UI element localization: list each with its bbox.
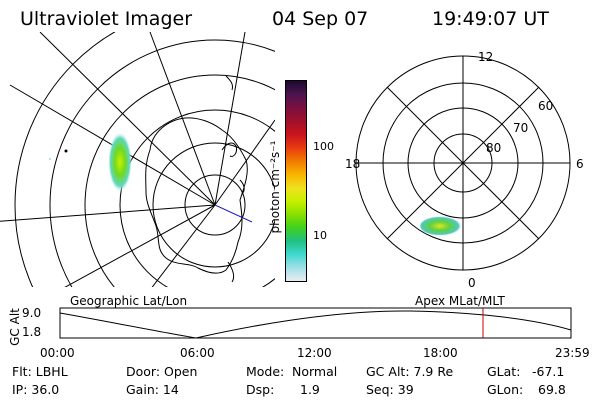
latitude-circle xyxy=(184,174,246,236)
alt-xtick-1200: 12:00 xyxy=(297,346,332,360)
colorbar-tick-10: 10 xyxy=(313,229,327,242)
alt-xtick-0600: 06:00 xyxy=(180,346,215,360)
polar-label-top: 12 xyxy=(478,50,493,64)
info-mode-value: Normal xyxy=(292,364,338,379)
alt-ytick-top: 9.0 xyxy=(22,306,42,320)
info-glon-value: 69.8 xyxy=(538,382,566,397)
polar-label-bottom: 0 xyxy=(468,276,476,290)
latitude-circle xyxy=(49,39,275,287)
polar-label-right: 6 xyxy=(576,157,584,171)
info-gain: Gain: 14 xyxy=(126,382,179,397)
alt-xtick-2359: 23:59 xyxy=(555,346,590,360)
info-seq: Seq: 39 xyxy=(366,382,414,397)
alt-ytick-bottom: 1.8 xyxy=(22,325,42,339)
polar-lat-60: 60 xyxy=(538,99,553,113)
colorbar-tick-100: 100 xyxy=(313,140,334,153)
colorbar xyxy=(285,80,307,282)
info-glat-label: GLat: xyxy=(487,364,521,379)
latitude-circle xyxy=(152,142,275,268)
aurora-emission-polar xyxy=(420,216,464,236)
latitude-circle xyxy=(84,74,275,287)
latitude-circle xyxy=(119,109,275,287)
info-ip: IP: 36.0 xyxy=(12,382,60,397)
info-mode-label: Mode: xyxy=(246,364,285,379)
latitude-circle xyxy=(14,32,116,287)
alt-xtick-1800: 18:00 xyxy=(423,346,458,360)
info-door: Door: Open xyxy=(126,364,198,379)
coastline xyxy=(145,117,248,274)
header-date: 04 Sep 07 xyxy=(272,8,369,30)
info-glat-value: -67.1 xyxy=(532,364,565,379)
polar-label-left: 18 xyxy=(345,157,360,171)
polar-lat-70: 70 xyxy=(513,121,528,135)
altitude-curve xyxy=(59,310,572,339)
geo-label: Geographic Lat/Lon xyxy=(70,294,188,308)
polar-lat-80: 80 xyxy=(486,141,501,155)
aurora-emission xyxy=(108,132,132,192)
info-glon-label: GLon: xyxy=(487,382,524,397)
info-flt: Flt: LBHL xyxy=(12,364,68,379)
header-time: 19:49:07 UT xyxy=(432,8,549,30)
instrument-title: Ultraviolet Imager xyxy=(20,8,193,30)
alt-xtick-0000: 00:00 xyxy=(40,346,75,360)
info-dsp-value: 1.9 xyxy=(300,382,320,397)
info-gcalt: GC Alt: 7.9 Re xyxy=(366,364,454,379)
info-dsp-label: Dsp: xyxy=(246,382,275,397)
apex-label: Apex MLat/MLT xyxy=(415,294,505,308)
